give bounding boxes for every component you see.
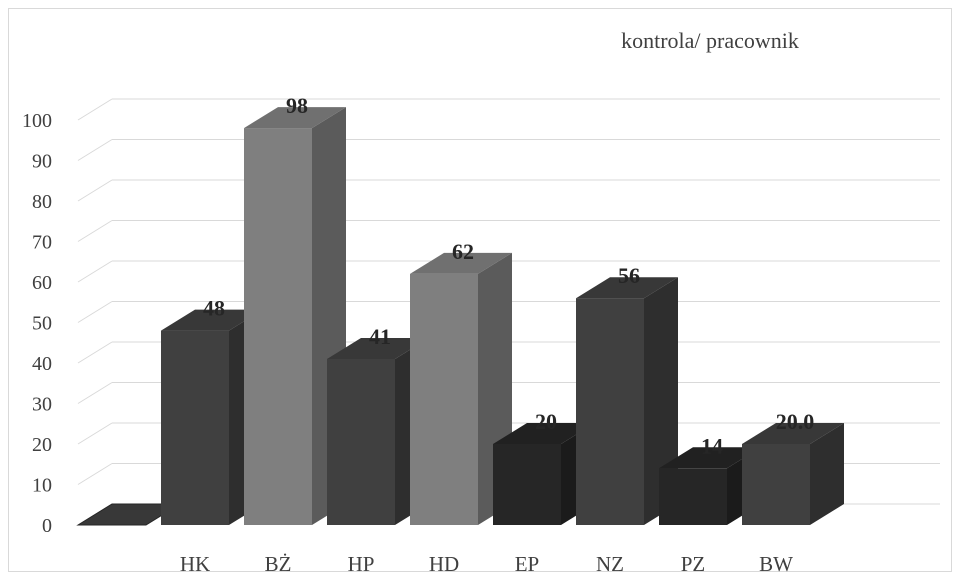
bar-top xyxy=(161,309,263,331)
bar xyxy=(161,330,229,525)
y-tick-label: 30 xyxy=(32,394,52,416)
bar-top xyxy=(742,423,844,444)
data-label: 56 xyxy=(618,263,640,288)
data-label: 48 xyxy=(203,296,225,321)
bar xyxy=(576,298,644,525)
data-label: 20.0 xyxy=(776,409,815,434)
bar xyxy=(659,468,727,525)
bar-side xyxy=(810,423,844,525)
x-tick-label: HP xyxy=(348,552,375,576)
bar-top xyxy=(493,423,595,444)
x-tick-label: HD xyxy=(429,552,459,576)
bar-top xyxy=(576,277,678,299)
y-tick-label: 60 xyxy=(32,272,52,294)
y-tick-label: 100 xyxy=(22,110,52,132)
gridline-diagonal xyxy=(77,179,113,202)
y-tick-label: 70 xyxy=(32,232,52,254)
y-tick-label: 80 xyxy=(32,191,52,213)
x-tick-label: BW xyxy=(759,552,793,576)
x-tick-label: EP xyxy=(515,552,540,576)
bar xyxy=(410,273,478,525)
y-tick-label: 0 xyxy=(42,515,52,537)
bar xyxy=(742,444,810,525)
data-label: 14 xyxy=(701,433,723,458)
chart-frame xyxy=(8,8,952,572)
y-tick-label: 50 xyxy=(32,313,52,335)
y-tick-label: 20 xyxy=(32,434,52,456)
gridline-diagonal xyxy=(77,463,113,485)
gridline-diagonal xyxy=(77,301,113,323)
gridline-diagonal xyxy=(77,260,113,283)
bar xyxy=(244,128,312,525)
x-tick-label: BŻ xyxy=(265,552,292,576)
gridline-diagonal xyxy=(77,422,113,445)
bar-top xyxy=(410,252,512,274)
bar-top xyxy=(244,107,346,129)
gridline-diagonal xyxy=(77,139,113,161)
y-tick-label: 10 xyxy=(32,475,52,497)
data-label: 41 xyxy=(369,324,391,349)
y-tick-label: 40 xyxy=(32,353,52,375)
data-label: 20 xyxy=(535,409,557,434)
bar xyxy=(493,444,561,525)
x-tick-label: NZ xyxy=(596,552,624,576)
chart-title: kontrola/ pracownik xyxy=(621,28,799,53)
data-label: 98 xyxy=(286,93,308,118)
bar xyxy=(327,358,395,525)
gridline-diagonal xyxy=(77,382,113,404)
gridline-diagonal xyxy=(77,98,113,121)
bar-top xyxy=(659,447,761,469)
y-tick-label: 90 xyxy=(32,151,52,173)
x-tick-label: HK xyxy=(180,552,210,576)
x-tick-label: PZ xyxy=(681,552,706,576)
gridline-diagonal xyxy=(77,220,113,242)
data-label: 62 xyxy=(452,239,474,264)
bar-top xyxy=(327,337,429,359)
gridline-diagonal xyxy=(77,341,113,364)
